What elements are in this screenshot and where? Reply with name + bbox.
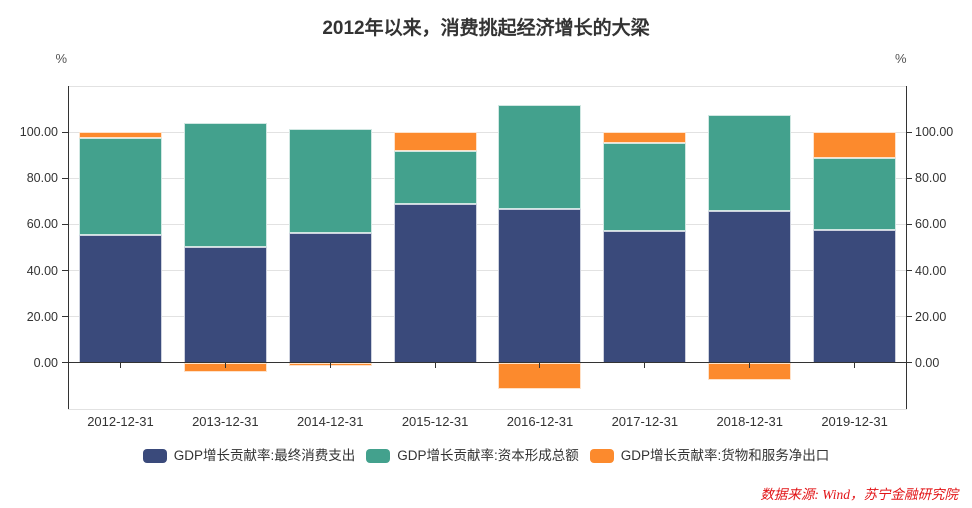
y-axis-label-right: 100.00 <box>915 125 954 140</box>
bar-segment-s1-2013-12-31 <box>183 123 267 248</box>
y-tick-left <box>62 316 68 318</box>
y-tick-right <box>906 362 912 364</box>
bar-segment-s0-2018-12-31 <box>708 210 792 363</box>
y-gridline <box>68 223 907 225</box>
x-axis-label: 2016-12-31 <box>506 414 574 429</box>
bar-segment-s0-2014-12-31 <box>288 232 372 363</box>
x-axis-label: 2019-12-31 <box>821 414 888 429</box>
legend-swatch-net-exports <box>589 449 614 463</box>
x-tick <box>539 362 541 368</box>
bar-segment-s0-2017-12-31 <box>603 230 687 363</box>
y-axis-label-right: 20.00 <box>915 309 947 324</box>
x-axis-label: 2017-12-31 <box>611 414 679 429</box>
bar-segment-s0-2016-12-31 <box>498 209 582 363</box>
x-tick <box>119 362 121 368</box>
y-axis-label-right: 60.00 <box>915 217 947 232</box>
legend-item-final-consumption[interactable]: GDP增长贡献率:最终消费支出 <box>142 447 356 465</box>
y-tick-right <box>906 270 912 272</box>
y-axis-unit-left: % <box>55 51 67 66</box>
x-tick <box>329 362 331 368</box>
y-tick-left <box>62 270 68 272</box>
y-tick-left <box>62 131 68 133</box>
x-tick <box>644 362 646 368</box>
bar-segment-s2-2015-12-31 <box>393 132 477 152</box>
bar-segment-s1-2018-12-31 <box>708 115 792 211</box>
y-tick-left <box>62 223 68 225</box>
x-tick <box>434 362 436 368</box>
y-gridline <box>68 270 907 272</box>
y-gridline <box>68 131 907 133</box>
x-axis-label: 2012-12-31 <box>87 414 154 429</box>
bar-segment-s1-2019-12-31 <box>813 157 897 231</box>
legend: GDP增长贡献率:最终消费支出 GDP增长贡献率:资本形成总额 GDP增长贡献率… <box>0 447 972 465</box>
y-axis-label-left: 0.00 <box>33 355 58 370</box>
bar-segment-s2-2017-12-31 <box>603 132 687 143</box>
y-axis-label-right: 40.00 <box>915 263 947 278</box>
bar-segment-s2-2019-12-31 <box>813 132 897 158</box>
y-tick-left <box>62 362 68 364</box>
bar-segment-s1-2017-12-31 <box>603 142 687 231</box>
x-axis-label: 2014-12-31 <box>296 414 364 429</box>
chart-title: 2012年以来，消费挑起经济增长的大梁 <box>322 18 650 39</box>
data-source-note: 数据来源: Wind，苏宁金融研究院 <box>760 487 958 502</box>
bar-segment-s1-2015-12-31 <box>393 151 477 204</box>
legend-label-net-exports: GDP增长贡献率:货物和服务净出口 <box>620 448 830 463</box>
y-gridline <box>68 408 907 410</box>
legend-swatch-capital <box>366 449 391 463</box>
y-axis-unit-right: % <box>895 51 907 66</box>
bar-segment-s0-2013-12-31 <box>183 247 267 363</box>
y-axis-label-right: 0.00 <box>915 355 940 370</box>
legend-swatch-consumption <box>142 449 167 463</box>
x-axis-label: 2015-12-31 <box>401 414 469 429</box>
y-tick-right <box>906 131 912 133</box>
x-axis-label: 2013-12-31 <box>192 414 259 429</box>
y-gridline <box>68 177 907 179</box>
legend-item-net-exports[interactable]: GDP增长贡献率:货物和服务净出口 <box>589 447 830 465</box>
y-axis-label-left: 100.00 <box>19 125 58 140</box>
y-axis-line-left <box>68 86 69 409</box>
bar-segment-s2-2012-12-31 <box>78 132 162 139</box>
bar-segment-s1-2014-12-31 <box>288 128 372 233</box>
legend-label-consumption: GDP增长贡献率:最终消费支出 <box>173 448 356 463</box>
legend-item-capital-formation[interactable]: GDP增长贡献率:资本形成总额 <box>366 447 579 465</box>
y-axis-line-right <box>906 86 907 409</box>
y-tick-right <box>906 177 912 179</box>
x-axis-label: 2018-12-31 <box>716 414 783 429</box>
bar-segment-s1-2012-12-31 <box>78 138 162 236</box>
y-axis-label-left: 60.00 <box>26 217 58 232</box>
x-axis-zero-line <box>68 362 907 364</box>
bar-segment-s1-2016-12-31 <box>498 105 582 210</box>
y-gridline <box>68 85 907 87</box>
legend-label-capital: GDP增长贡献率:资本形成总额 <box>397 448 579 463</box>
x-tick <box>749 362 751 368</box>
x-tick <box>854 362 856 368</box>
bar-segment-s0-2012-12-31 <box>78 235 162 363</box>
y-tick-left <box>62 177 68 179</box>
y-axis-label-left: 40.00 <box>26 263 58 278</box>
y-axis-label-left: 80.00 <box>26 171 58 186</box>
y-axis-label-right: 80.00 <box>915 171 947 186</box>
y-tick-right <box>906 316 912 318</box>
bar-segment-s0-2015-12-31 <box>393 203 477 363</box>
y-tick-right <box>906 223 912 225</box>
x-tick <box>224 362 226 368</box>
bar-segment-s0-2019-12-31 <box>813 230 897 363</box>
y-gridline <box>68 316 907 318</box>
y-axis-label-left: 20.00 <box>26 309 58 324</box>
